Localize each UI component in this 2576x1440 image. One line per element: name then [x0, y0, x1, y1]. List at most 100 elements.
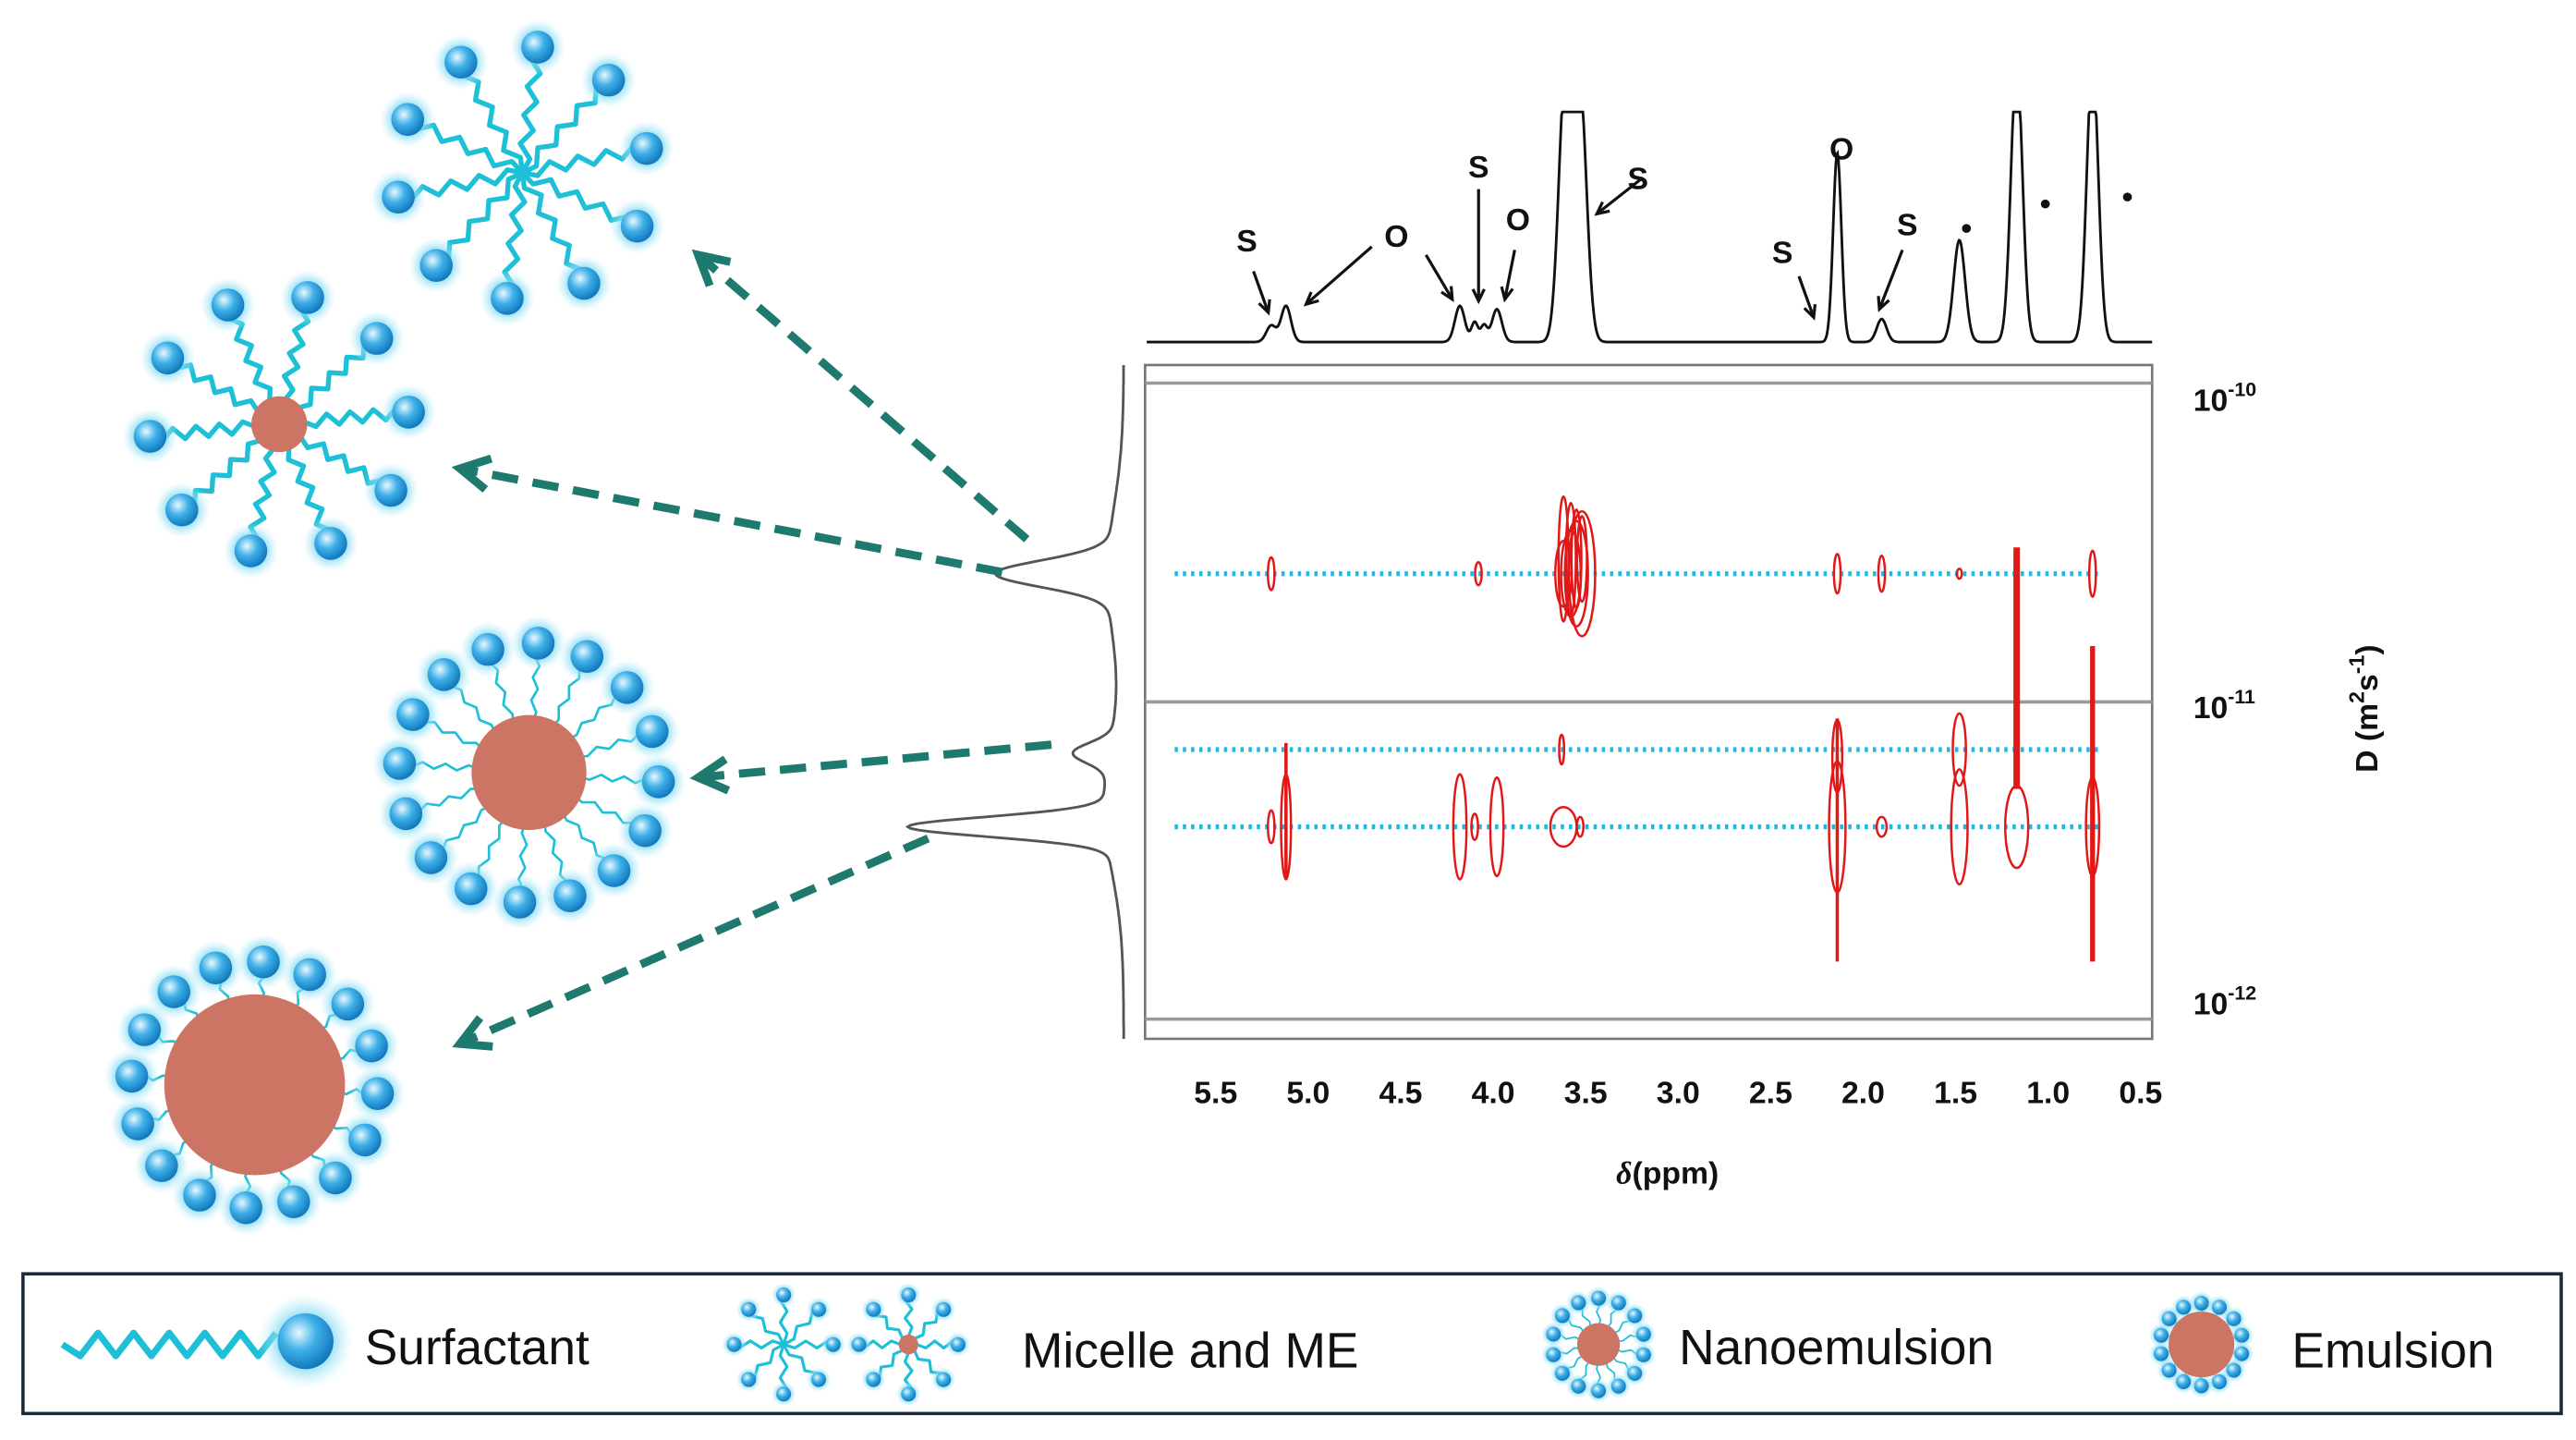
arrow-head: [1803, 304, 1817, 321]
label-part: δ: [1616, 1156, 1632, 1190]
arrow-head: [691, 249, 732, 287]
surfactant-tail: [445, 170, 524, 262]
surfactant-head: [293, 958, 326, 992]
surfactant-head: [1571, 1378, 1586, 1394]
x-tick-label: 1.0: [2026, 1075, 2070, 1110]
label-part: -1: [2345, 655, 2369, 675]
contour: [1832, 553, 1842, 595]
surfactant-head: [936, 1372, 952, 1387]
surfactant-head: [570, 640, 604, 674]
surfactant-head: [133, 420, 167, 453]
peak-arrow: [1424, 253, 1454, 300]
surfactant-head: [2161, 1362, 2177, 1378]
contour: [1558, 733, 1566, 766]
surfactant-head: [444, 45, 478, 79]
surfactant-head: [630, 131, 663, 165]
surfactant-head: [636, 714, 669, 749]
surfactant-head: [776, 1287, 792, 1303]
surfactant-head: [2153, 1346, 2169, 1361]
surfactant-tail: [783, 1310, 815, 1347]
surfactant-head: [277, 1312, 334, 1370]
surfactant-head: [291, 281, 324, 314]
surfactant-tail: [749, 1313, 785, 1346]
label-part: ): [2350, 644, 2385, 654]
surfactant-head: [741, 1372, 757, 1387]
arrow-head: [1877, 296, 1890, 312]
surfactant-head: [503, 885, 537, 919]
legend-label: Emulsion: [2291, 1324, 2494, 1379]
surfactant-head: [391, 103, 425, 136]
surfactant-head: [521, 627, 555, 660]
surfactant-head: [2226, 1362, 2242, 1378]
arrow-head: [452, 1015, 493, 1051]
surfactant-head: [234, 534, 268, 567]
contour: [2003, 784, 2030, 870]
surfactant-head: [811, 1301, 827, 1317]
x-tick-label: 4.0: [1472, 1075, 1515, 1110]
surfactant-head: [314, 527, 347, 560]
surfactant-tail: [520, 171, 630, 224]
spectrum: [1147, 110, 2153, 344]
arrow-head: [1440, 286, 1454, 302]
projection: [905, 364, 1125, 1039]
surfactant-head: [2193, 1295, 2209, 1311]
surfactant-head: [2176, 1373, 2192, 1389]
surfactant-head: [389, 797, 423, 831]
x-tick-label: 3.0: [1657, 1075, 1700, 1110]
peak-label: S: [1627, 162, 1648, 197]
legend-box: [21, 1272, 2563, 1416]
contour: [1488, 775, 1505, 878]
contour: [1570, 508, 1583, 610]
contour: [1950, 768, 1969, 886]
surfactant-head: [277, 1185, 310, 1219]
arrow-head: [451, 454, 493, 493]
oil-core: [471, 714, 587, 831]
contour: [2084, 775, 2101, 878]
contour: [1470, 812, 1479, 842]
contour: [2087, 549, 2097, 598]
surfactant-head: [610, 671, 644, 704]
surfactant-head: [2193, 1378, 2209, 1394]
surfactant-head: [825, 1336, 841, 1352]
arrow-head: [1594, 201, 1610, 216]
peak-arrow: [1877, 249, 1904, 311]
surfactant-head: [901, 1386, 917, 1402]
y-tick-label: 10-11: [2193, 686, 2255, 726]
oil-core: [898, 1334, 918, 1355]
surfactant-tail: [783, 1339, 829, 1350]
oil-core: [2169, 1312, 2235, 1378]
surfactant-head: [454, 872, 488, 906]
y-tick-label: 10-10: [2193, 379, 2256, 419]
dashed-arrow: [695, 251, 1030, 543]
legend-label: Nanoemulsion: [1679, 1321, 1994, 1375]
x-tick-label: 2.0: [1841, 1075, 1885, 1110]
surfactant-head: [1546, 1347, 1561, 1362]
surfactant-head: [1554, 1308, 1570, 1324]
arrow-head: [1471, 288, 1486, 305]
surfactant-head: [641, 765, 675, 799]
surfactant-head: [1635, 1326, 1651, 1342]
x-tick-label: 5.5: [1194, 1075, 1237, 1110]
contour: [1955, 567, 1963, 580]
surfactant-tail: [738, 1339, 784, 1349]
surfactant-head: [866, 1372, 881, 1387]
contour: [1575, 815, 1585, 838]
surfactant-head: [2154, 1327, 2169, 1343]
contour: [1452, 773, 1468, 881]
surfactant-head: [157, 975, 190, 1008]
peak-label: S: [1897, 207, 1918, 242]
surfactant-head: [851, 1336, 867, 1352]
peak-arrow: [1252, 271, 1270, 313]
surfactant-head: [620, 209, 654, 243]
peak-label: •: [1961, 211, 1972, 246]
y-axis-label: D (m2s-1): [2345, 644, 2385, 773]
surfactant-tail: [778, 1344, 789, 1390]
contour: [1877, 554, 1887, 593]
peak-arrow: [1797, 275, 1816, 318]
surfactant-head: [491, 282, 524, 315]
surfactant-head: [374, 473, 407, 507]
label-part: D (m: [2350, 703, 2385, 773]
surfactant-head: [1571, 1295, 1586, 1311]
surfactant-head: [1610, 1378, 1626, 1394]
